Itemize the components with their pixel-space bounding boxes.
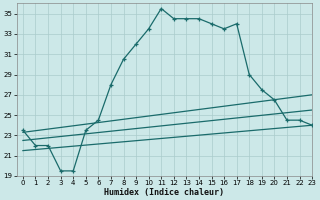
X-axis label: Humidex (Indice chaleur): Humidex (Indice chaleur) <box>104 188 224 197</box>
